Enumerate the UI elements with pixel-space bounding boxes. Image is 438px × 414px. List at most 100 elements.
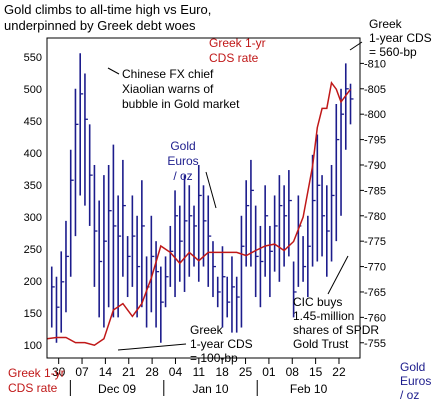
left-tick-label: 500 bbox=[24, 84, 42, 96]
gold-bar bbox=[126, 236, 131, 298]
chart-title: Gold climbs to all-time high vs Euro, und… bbox=[4, 2, 211, 33]
gold-bar bbox=[302, 236, 307, 282]
x-tick-label: 14 bbox=[99, 365, 113, 379]
left-tick-label: 150 bbox=[24, 308, 42, 320]
gold-bar bbox=[183, 175, 188, 292]
annotation-pointer bbox=[117, 343, 187, 351]
cds-line bbox=[46, 80, 352, 347]
left-tick-label: 450 bbox=[24, 116, 42, 128]
plot-border bbox=[46, 37, 361, 359]
gold-bar bbox=[74, 88, 79, 237]
left-tick-label: 550 bbox=[24, 52, 42, 64]
gold-bar bbox=[141, 180, 145, 308]
annotation-gold-euros: Gold Euros / oz bbox=[167, 139, 198, 183]
x-tick-label: 01 bbox=[262, 365, 276, 379]
gold-bar bbox=[174, 190, 179, 298]
right-tick-label: -765 bbox=[364, 287, 386, 299]
x-tick-label: 21 bbox=[122, 365, 136, 379]
gold-bar bbox=[145, 256, 150, 328]
left-tick-label: 100 bbox=[24, 340, 42, 352]
gold-bar bbox=[273, 195, 278, 272]
x-tick-label: 11 bbox=[193, 365, 206, 379]
annotation-cds-560: Greek 1-year CDS = 560-bp bbox=[369, 17, 432, 59]
annotation-cic-buys: CIC buys 1.45-million shares of SPDR Gold T… bbox=[293, 295, 379, 351]
gold-bar bbox=[202, 185, 207, 267]
gold-bar bbox=[207, 195, 212, 287]
left-axis-label: Greek 1-yr CDS rate bbox=[8, 366, 65, 395]
x-tick-label: 25 bbox=[239, 365, 253, 379]
x-tick-label: 15 bbox=[309, 365, 323, 379]
gold-bar bbox=[93, 164, 98, 287]
gold-bar bbox=[292, 261, 297, 318]
x-tick-label: 07 bbox=[75, 365, 89, 379]
gold-bar bbox=[131, 195, 136, 287]
right-tick-label: -785 bbox=[364, 185, 386, 197]
annotation-cds-100: Greek 1-year CDS = 100-bp bbox=[190, 323, 253, 365]
gold-bar bbox=[316, 134, 321, 262]
month-label: Jan 10 bbox=[192, 382, 228, 396]
axis-labels: Greek 1-yr CDS rate Gold Euros / oz bbox=[8, 360, 431, 402]
right-tick-label: -780 bbox=[364, 211, 386, 223]
gold-bar bbox=[326, 185, 330, 277]
gold-bar bbox=[278, 175, 283, 282]
gold-bar bbox=[188, 185, 193, 277]
left-tick-label: 350 bbox=[24, 180, 42, 192]
plot-area bbox=[46, 53, 354, 347]
right-tick-label: -810 bbox=[364, 58, 386, 70]
x-tick-label: 22 bbox=[332, 365, 346, 379]
gold-bar bbox=[98, 200, 103, 318]
gold-bar bbox=[226, 276, 231, 318]
gold-bar bbox=[321, 175, 326, 257]
gold-bar bbox=[311, 154, 316, 267]
gold-bar bbox=[221, 246, 226, 328]
gold-bar bbox=[307, 215, 311, 298]
annotation-chinese-fx: Chinese FX chief Xiaolian warns of bubble … bbox=[122, 67, 240, 111]
gold-bar bbox=[240, 215, 245, 328]
gold-bar bbox=[117, 195, 122, 318]
gold-bar bbox=[264, 185, 269, 277]
gold-bar bbox=[178, 205, 183, 282]
gold-bar bbox=[160, 266, 164, 343]
gold-bar bbox=[164, 256, 169, 308]
gold-bar bbox=[288, 170, 292, 257]
gold-bar bbox=[169, 225, 174, 287]
gold-bar bbox=[50, 266, 55, 328]
left-tick-label: 300 bbox=[24, 212, 42, 224]
annotation-cds-rate: Greek 1-yr CDS rate bbox=[209, 36, 266, 65]
right-axis-ticks: -755 -760 -765 -770 -775 -780 -785 -790 -795 -800… bbox=[360, 58, 386, 350]
gold-bar bbox=[269, 225, 273, 298]
gold-bar bbox=[297, 195, 302, 287]
title-text: Gold climbs to all-time high vs Euro, und… bbox=[4, 2, 211, 33]
gold-bar bbox=[88, 124, 93, 226]
gold-bar bbox=[122, 159, 126, 277]
gold-bar bbox=[250, 159, 254, 267]
right-tick-label: -790 bbox=[364, 160, 386, 172]
plot-frame bbox=[46, 37, 361, 359]
gold-bar bbox=[349, 83, 354, 125]
gold-bar bbox=[155, 241, 160, 328]
right-tick-label: -805 bbox=[364, 84, 386, 96]
gold-bar bbox=[245, 180, 250, 267]
gold-bar bbox=[79, 53, 84, 196]
gold-bar bbox=[235, 276, 240, 333]
gold-bar bbox=[330, 164, 335, 262]
gold-bar bbox=[259, 225, 264, 308]
gold-bar bbox=[107, 164, 112, 308]
gold-bar bbox=[60, 251, 65, 333]
left-tick-label: 250 bbox=[24, 244, 42, 256]
right-axis-label: Gold Euros / oz bbox=[400, 360, 431, 402]
gold-bar bbox=[150, 215, 155, 313]
gold-bar bbox=[55, 276, 60, 343]
right-tick-label: -775 bbox=[364, 236, 386, 248]
right-tick-label: -770 bbox=[364, 262, 386, 274]
gold-bar bbox=[335, 104, 340, 242]
x-tick-label: 08 bbox=[286, 365, 300, 379]
gold-bar bbox=[216, 276, 221, 308]
annotations: Chinese FX chief Xiaolian warns of bubble … bbox=[107, 17, 432, 365]
gold-bar bbox=[197, 164, 202, 282]
gold-bar bbox=[103, 175, 107, 328]
x-tick-label: 30 bbox=[52, 365, 66, 379]
annotation-pointer bbox=[107, 67, 120, 75]
right-tick-label: -755 bbox=[364, 338, 386, 350]
